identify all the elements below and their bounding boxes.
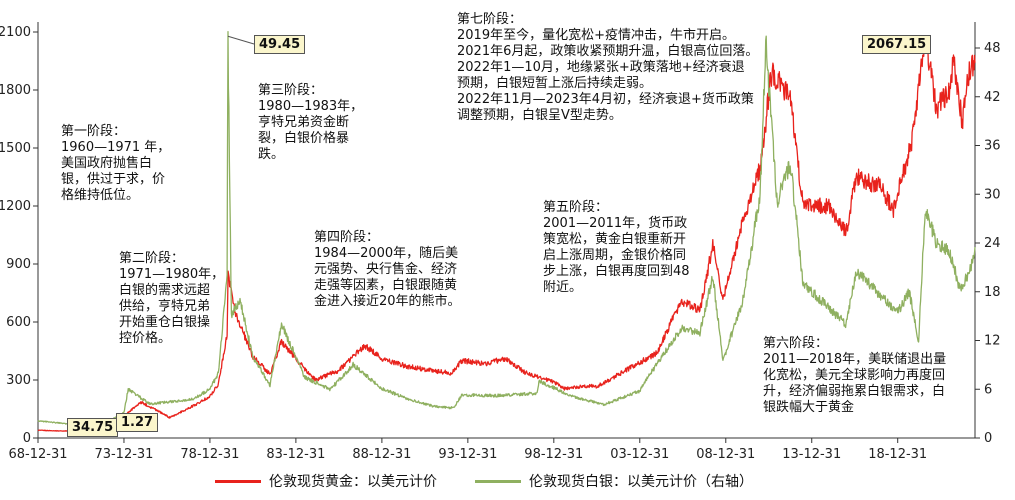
callout-silver-peak: 49.45 xyxy=(254,35,306,54)
x-tick-label: 93-12-31 xyxy=(438,447,497,462)
series-lines xyxy=(37,31,976,432)
gold-series-line xyxy=(37,36,976,432)
y-left-tick-label: 1800 xyxy=(0,83,31,98)
y-right-tick-label: 42 xyxy=(984,90,1001,105)
y-right-tick-label: 18 xyxy=(984,285,1001,300)
legend-swatch-silver xyxy=(475,479,521,483)
y-left-tick-label: 0 xyxy=(23,431,31,446)
x-tick-label: 13-12-31 xyxy=(782,447,841,462)
callout-gold-low: 34.75 xyxy=(67,418,119,437)
legend-label-silver: 伦敦现货白银：以美元计价（右轴） xyxy=(529,474,753,490)
x-tick-label: 78-12-31 xyxy=(180,447,239,462)
annotation-stage-3: 第三阶段： 1980—1983年， 亨特兄弟资金断 裂，白银价格暴 跌。 xyxy=(258,83,364,162)
y-left-tick-label: 300 xyxy=(6,373,31,388)
y-left-tick-label: 900 xyxy=(6,257,31,272)
y-right-ticks: 0 6 12 18 24 30 36 42 48 xyxy=(975,41,1001,446)
legend-item-silver: 伦敦现货白银：以美元计价（右轴） xyxy=(475,471,753,491)
y-right-tick-label: 24 xyxy=(984,236,1001,251)
legend-item-gold: 伦敦现货黄金：以美元计价 xyxy=(215,471,437,491)
x-tick-label: 98-12-31 xyxy=(524,447,583,462)
y-left-tick-label: 2100 xyxy=(0,25,31,40)
callout-silver-low: 1.27 xyxy=(116,413,159,432)
y-right-tick-label: 36 xyxy=(984,139,1001,154)
x-tick-label: 18-12-31 xyxy=(868,447,927,462)
x-tick-label: 03-12-31 xyxy=(610,447,669,462)
y-left-tick-label: 1200 xyxy=(0,199,31,214)
callout-leader-silver-peak xyxy=(227,35,255,45)
x-tick-label: 88-12-31 xyxy=(352,447,411,462)
callout-gold-peak: 2067.15 xyxy=(862,35,932,54)
legend-swatch-gold xyxy=(215,479,261,483)
annotation-stage-1: 第一阶段： 1960—1971 年， 美国政府抛售白 银，供过于求，价 格维持低… xyxy=(61,124,171,203)
annotation-stage-4: 第四阶段： 1984—2000年，随后美 元强势、央行售金、经济 走强等因素，白… xyxy=(314,230,461,309)
annotation-stage-5: 第五阶段： 2001—2011年，货币政 策宽松，黄金白银重新开 启上涨周期，金… xyxy=(543,200,690,295)
x-ticks: 68-12-31 73-12-31 78-12-31 83-12-31 88-12-31… xyxy=(8,438,927,462)
annotation-stage-7: 第七阶段： 2019年至今，量化宽松+疫情冲击，牛市开启。 2021年6月起，政… xyxy=(457,12,759,123)
annotation-stage-2: 第二阶段： 1971—1980年， 白银的需求远超 供给，亨特兄弟 开始重仓白银… xyxy=(119,251,225,346)
y-right-tick-label: 6 xyxy=(984,382,992,397)
x-tick-label: 68-12-31 xyxy=(8,447,67,462)
y-left-tick-label: 600 xyxy=(6,315,31,330)
silver-series-line xyxy=(37,31,976,429)
x-tick-label: 08-12-31 xyxy=(696,447,755,462)
legend: 伦敦现货黄金：以美元计价 伦敦现货白银：以美元计价（右轴） xyxy=(215,471,791,491)
y-right-tick-label: 30 xyxy=(984,187,1001,202)
y-right-tick-label: 48 xyxy=(984,41,1001,56)
y-right-tick-label: 0 xyxy=(984,431,992,446)
y-left-ticks: 0 300 600 900 1200 1500 1800 2100 xyxy=(0,25,38,446)
x-tick-label: 83-12-31 xyxy=(266,447,325,462)
x-tick-label: 73-12-31 xyxy=(94,447,153,462)
legend-label-gold: 伦敦现货黄金：以美元计价 xyxy=(269,474,437,490)
y-right-tick-label: 12 xyxy=(984,334,1001,349)
annotation-stage-6: 第六阶段： 2011—2018年，美联储退出量 化宽松，美元全球影响力再度回 升… xyxy=(763,336,947,415)
y-left-tick-label: 1500 xyxy=(0,141,31,156)
